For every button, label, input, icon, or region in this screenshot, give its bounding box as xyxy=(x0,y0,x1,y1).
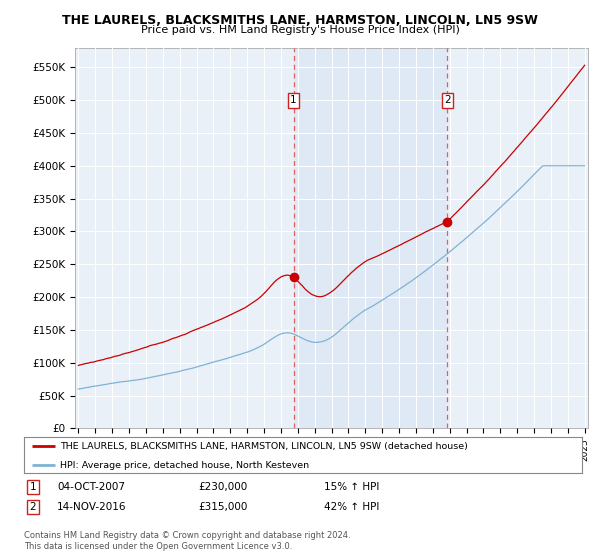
Text: THE LAURELS, BLACKSMITHS LANE, HARMSTON, LINCOLN, LN5 9SW: THE LAURELS, BLACKSMITHS LANE, HARMSTON,… xyxy=(62,14,538,27)
Text: £315,000: £315,000 xyxy=(198,502,247,512)
Text: 2: 2 xyxy=(444,95,451,105)
Text: 1: 1 xyxy=(29,482,37,492)
Text: £230,000: £230,000 xyxy=(198,482,247,492)
Text: 42% ↑ HPI: 42% ↑ HPI xyxy=(324,502,379,512)
Text: Price paid vs. HM Land Registry's House Price Index (HPI): Price paid vs. HM Land Registry's House … xyxy=(140,25,460,35)
Text: 14-NOV-2016: 14-NOV-2016 xyxy=(57,502,127,512)
Text: HPI: Average price, detached house, North Kesteven: HPI: Average price, detached house, Nort… xyxy=(60,461,310,470)
Text: 04-OCT-2007: 04-OCT-2007 xyxy=(57,482,125,492)
Text: 2: 2 xyxy=(29,502,37,512)
Text: Contains HM Land Registry data © Crown copyright and database right 2024.: Contains HM Land Registry data © Crown c… xyxy=(24,531,350,540)
Text: 1: 1 xyxy=(290,95,297,105)
Text: 15% ↑ HPI: 15% ↑ HPI xyxy=(324,482,379,492)
Text: THE LAURELS, BLACKSMITHS LANE, HARMSTON, LINCOLN, LN5 9SW (detached house): THE LAURELS, BLACKSMITHS LANE, HARMSTON,… xyxy=(60,442,468,451)
Text: This data is licensed under the Open Government Licence v3.0.: This data is licensed under the Open Gov… xyxy=(24,542,292,551)
Bar xyxy=(293,48,448,428)
